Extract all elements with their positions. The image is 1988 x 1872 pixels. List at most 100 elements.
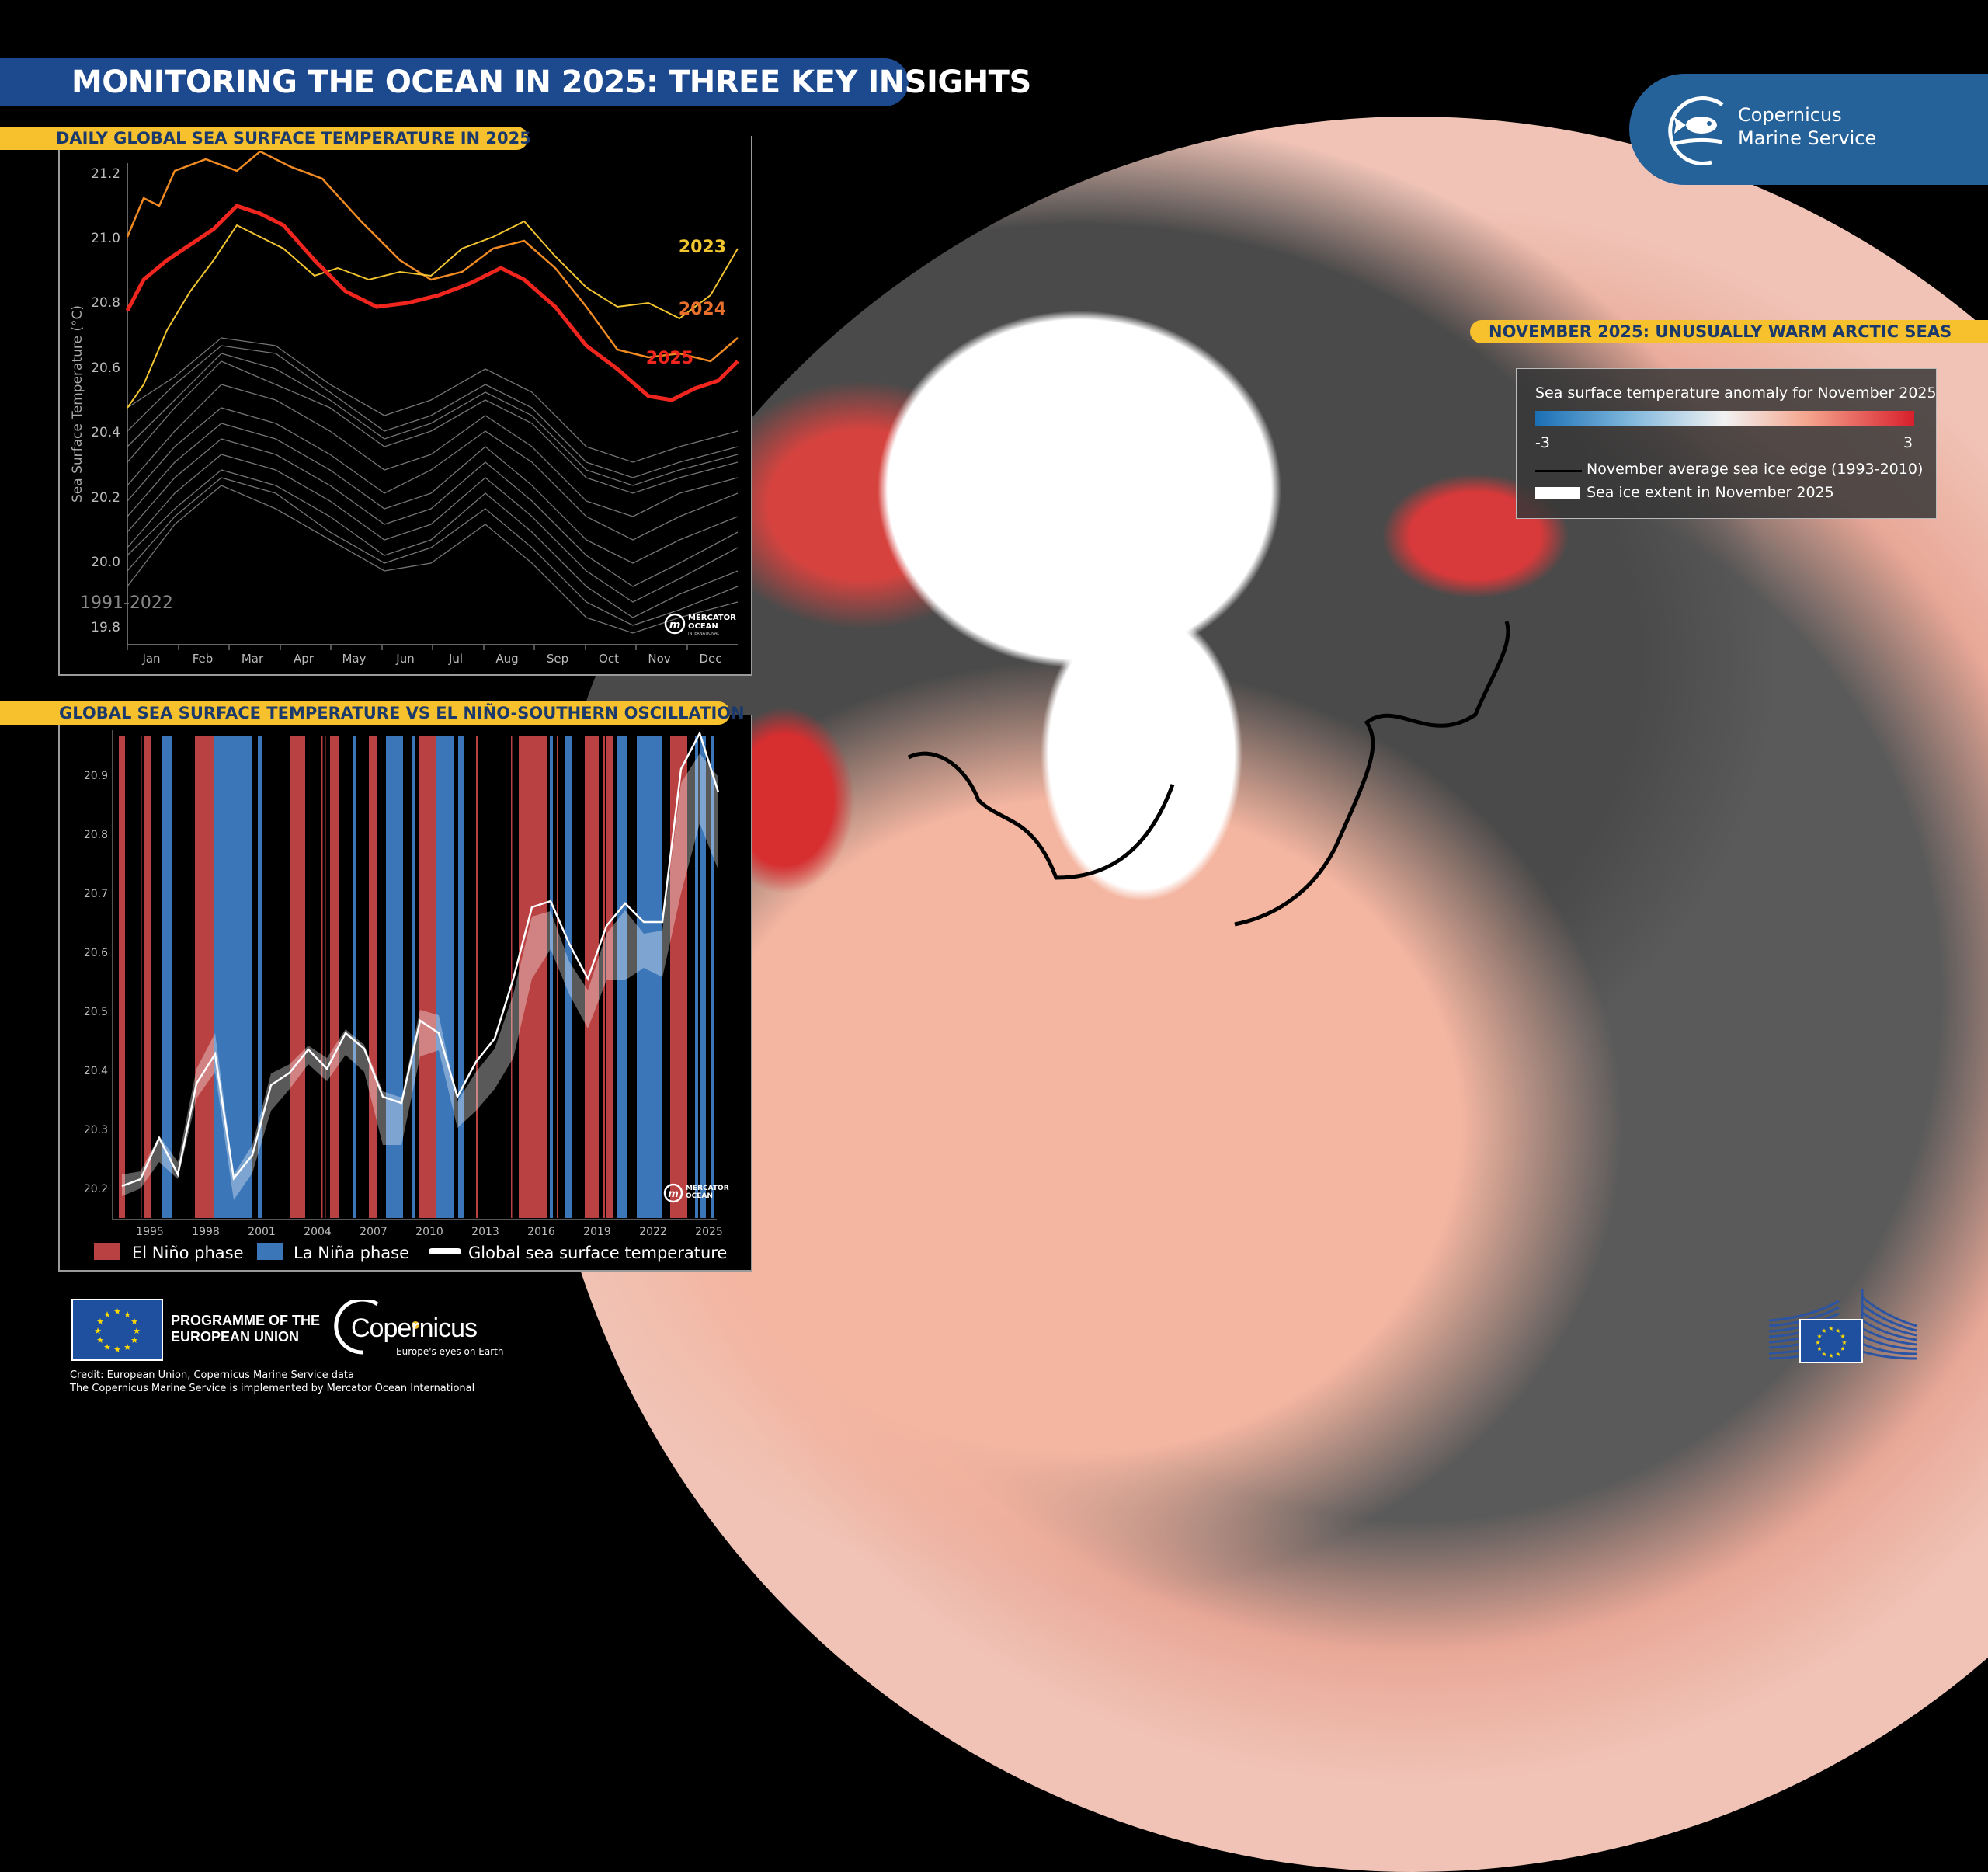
svg-text:★: ★ <box>96 1335 104 1345</box>
svg-text:★: ★ <box>1840 1333 1845 1340</box>
sst-legend-label: Global sea surface temperature <box>468 1244 727 1262</box>
svg-text:★: ★ <box>96 1317 104 1327</box>
svg-text:2025: 2025 <box>695 1226 723 1238</box>
svg-text:★: ★ <box>1840 1345 1845 1352</box>
svg-text:m: m <box>668 1188 679 1200</box>
svg-text:2013: 2013 <box>471 1226 499 1238</box>
copernicus-logo: Copernicus Europe's eyes on Earth <box>332 1300 503 1360</box>
svg-text:20.3: 20.3 <box>84 1124 108 1136</box>
svg-text:1998: 1998 <box>192 1226 220 1238</box>
enso-legend: El Niño phase La Niña phase Global sea s… <box>94 1243 727 1262</box>
ice-extent-label: Sea ice extent in November 2025 <box>1587 484 1834 501</box>
svg-text:★: ★ <box>1815 1339 1820 1346</box>
svg-text:★: ★ <box>130 1317 138 1327</box>
svg-text:21.2: 21.2 <box>91 166 120 182</box>
daily-sst-ribbon: DAILY GLOBAL SEA SURFACE TEMPERATURE IN … <box>0 127 531 150</box>
map-overlay <box>0 0 1988 1406</box>
y-axis-title: Sea Surface Temperature (°C) <box>70 305 85 503</box>
svg-text:Jul: Jul <box>448 652 463 666</box>
la-nina-swatch <box>257 1243 283 1260</box>
enso-chart-panel <box>58 715 752 1272</box>
ice-edge-label: November average sea ice edge (1993-2010… <box>1587 461 1924 478</box>
svg-text:Aug: Aug <box>495 652 518 666</box>
svg-text:20.8: 20.8 <box>91 295 120 311</box>
el-nino-swatch <box>94 1243 120 1260</box>
svg-text:2007: 2007 <box>360 1226 388 1238</box>
daily-sst-chart: 21.2 21.0 20.8 20.6 20.4 20.2 20.0 19.8 … <box>70 151 739 666</box>
copernicus-marine-logo: Copernicus Marine Service <box>1629 74 1988 185</box>
svg-text:2022: 2022 <box>639 1226 667 1238</box>
svg-text:2004: 2004 <box>304 1226 332 1238</box>
series-2025 <box>125 204 739 402</box>
svg-text:20.6: 20.6 <box>91 360 120 376</box>
y-axis-labels: 21.2 21.0 20.8 20.6 20.4 20.2 20.0 19.8 <box>91 166 120 635</box>
daily-sst-chart-panel <box>58 136 752 676</box>
svg-text:OCEAN: OCEAN <box>686 1192 713 1200</box>
svg-text:Sep: Sep <box>547 652 568 666</box>
svg-text:20.2: 20.2 <box>91 490 120 506</box>
svg-text:★: ★ <box>1841 1339 1847 1346</box>
colorbar-max-label: 3 <box>1903 434 1913 451</box>
svg-text:20.2: 20.2 <box>84 1183 108 1195</box>
svg-text:★: ★ <box>1816 1333 1822 1340</box>
svg-text:★: ★ <box>1835 1327 1840 1334</box>
enso-title: GLOBAL SEA SURFACE TEMPERATURE VS EL NIÑ… <box>59 704 745 722</box>
svg-text:★: ★ <box>123 1310 131 1320</box>
legend-title: Sea surface temperature anomaly for Nove… <box>1535 384 1937 402</box>
sst-line <box>121 730 720 1188</box>
european-commission-logo: ★ ★ ★ ★ ★ ★ ★ ★ ★ ★ ★ ★ <box>1768 1286 1917 1364</box>
svg-text:20.5: 20.5 <box>84 1006 108 1018</box>
map-section-title: NOVEMBER 2025: UNUSUALLY WARM ARCTIC SEA… <box>1489 322 1952 341</box>
svg-text:20.9: 20.9 <box>84 770 108 782</box>
mercator-ocean-logo: m MERCATOR OCEAN INTERNATIONAL <box>664 613 736 636</box>
historical-lines <box>127 337 739 634</box>
svg-text:Jan: Jan <box>141 652 160 666</box>
ice-extent-swatch <box>1535 487 1580 499</box>
cms-line2: Marine Service <box>1738 127 1877 149</box>
svg-text:Nov: Nov <box>648 652 670 666</box>
enso-chart: 20.9 20.8 20.7 20.6 20.5 20.4 20.3 20.2 … <box>84 730 729 1262</box>
svg-text:★: ★ <box>133 1326 141 1336</box>
page-title-banner: MONITORING THE OCEAN IN 2025: THREE KEY … <box>0 58 1031 106</box>
label-2023: 2023 <box>679 238 726 257</box>
cms-line1: Copernicus <box>1738 104 1842 126</box>
svg-text:Oct: Oct <box>599 652 619 666</box>
svg-text:★: ★ <box>1821 1351 1826 1358</box>
svg-text:★: ★ <box>123 1342 131 1352</box>
svg-text:OCEAN: OCEAN <box>688 622 718 631</box>
svg-text:20.7: 20.7 <box>84 888 108 900</box>
fish-icon <box>1668 96 1724 166</box>
history-label: 1991-2022 <box>80 593 173 613</box>
svg-text:m: m <box>669 619 681 632</box>
svg-text:Mar: Mar <box>242 652 264 666</box>
map-legend: Sea surface temperature anomaly for Nove… <box>1516 368 1937 519</box>
svg-text:2001: 2001 <box>248 1226 276 1238</box>
eu-programme-text: PROGRAMME OF THE EUROPEAN UNION <box>171 1313 320 1345</box>
svg-text:Jun: Jun <box>395 652 414 666</box>
svg-text:21.0: 21.0 <box>91 231 120 246</box>
svg-text:MERCATOR: MERCATOR <box>688 614 736 622</box>
enso-ribbon: GLOBAL SEA SURFACE TEMPERATURE VS EL NIÑ… <box>0 701 745 725</box>
svg-text:20.0: 20.0 <box>91 555 120 570</box>
svg-text:Feb: Feb <box>193 652 214 666</box>
daily-sst-title: DAILY GLOBAL SEA SURFACE TEMPERATURE IN … <box>56 129 531 148</box>
ice-edge-line <box>907 621 1510 927</box>
svg-text:★: ★ <box>103 1342 111 1352</box>
svg-text:20.4: 20.4 <box>84 1065 108 1077</box>
sst-line-swatch <box>429 1248 461 1254</box>
svg-text:★: ★ <box>1828 1325 1833 1332</box>
svg-text:20.6: 20.6 <box>84 947 108 959</box>
anomaly-colorbar <box>1535 411 1914 426</box>
svg-text:MERCATOR: MERCATOR <box>686 1185 729 1192</box>
label-2025: 2025 <box>646 349 693 368</box>
x-axis-labels: Jan Feb Mar Apr May Jun Jul Aug Sep Oct … <box>141 652 721 666</box>
svg-text:★: ★ <box>113 1307 121 1317</box>
la-nina-label: La Niña phase <box>294 1244 409 1262</box>
svg-text:2010: 2010 <box>415 1226 443 1238</box>
ice-edge-swatch <box>1535 470 1582 472</box>
svg-text:★: ★ <box>94 1326 102 1336</box>
svg-text:20.8: 20.8 <box>84 829 108 841</box>
svg-text:★: ★ <box>1816 1345 1822 1352</box>
svg-text:Apr: Apr <box>294 652 315 666</box>
svg-text:20.4: 20.4 <box>91 425 120 440</box>
